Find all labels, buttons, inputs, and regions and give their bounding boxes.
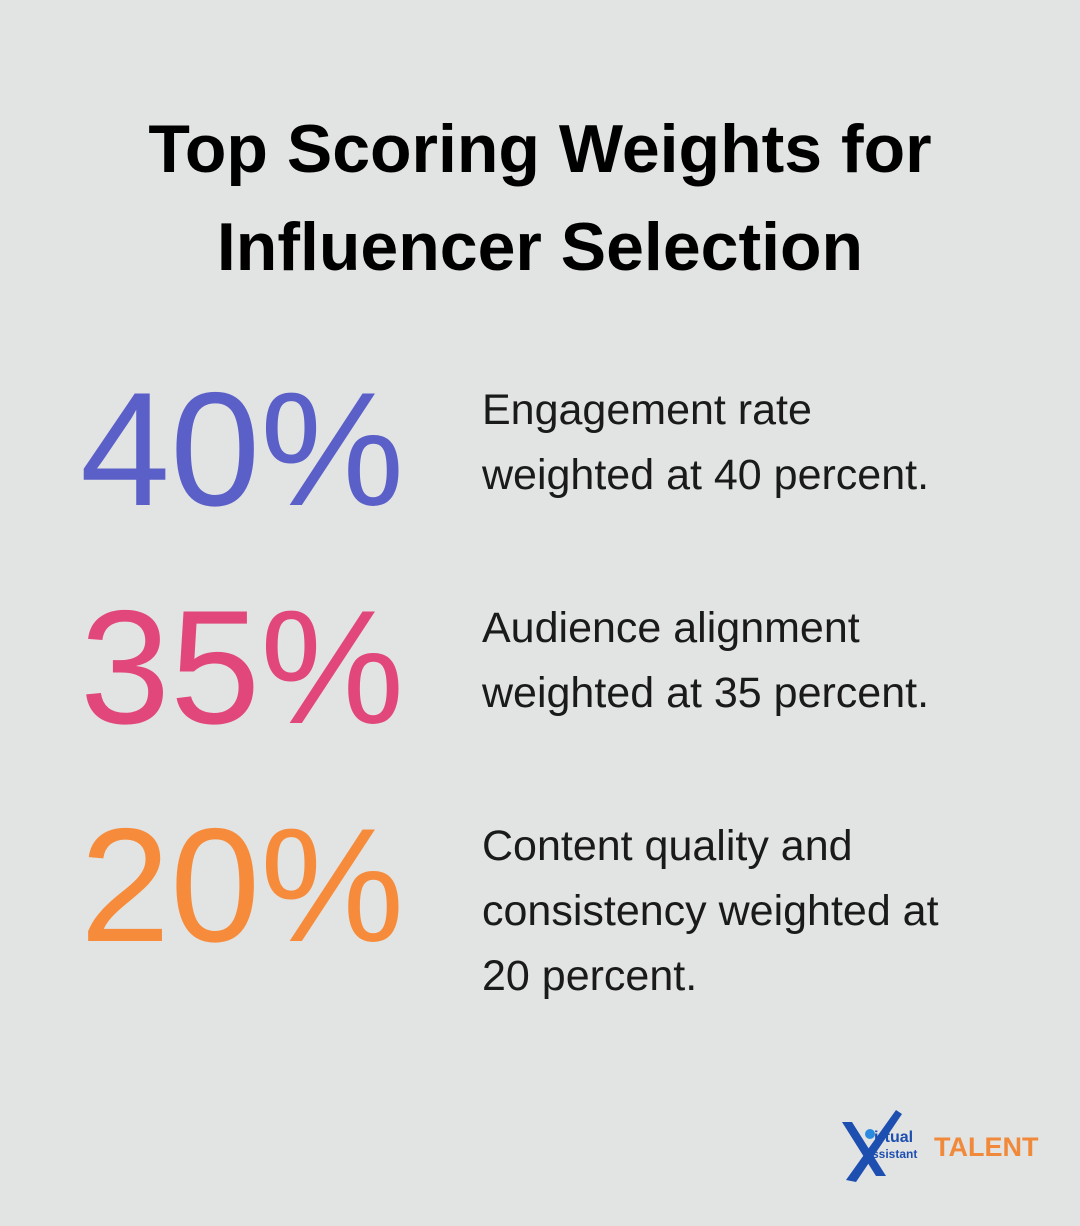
logo-text: ssistant bbox=[872, 1147, 917, 1161]
logo-mark bbox=[842, 1122, 886, 1176]
title: Top Scoring Weights for Influencer Selec… bbox=[0, 100, 1080, 296]
description-line: consistency weighted at bbox=[482, 887, 939, 935]
stat-value: 40% bbox=[80, 359, 405, 540]
stat-description: Engagement rate weighted at 40 percent. bbox=[482, 378, 929, 508]
logo-brand: TALENT bbox=[934, 1132, 1039, 1162]
title-line: Influencer Selection bbox=[216, 209, 864, 285]
stat-description: Audience alignment weighted at 35 percent… bbox=[482, 596, 929, 726]
logo: irtual ssistant TALENT bbox=[842, 1110, 1039, 1182]
logo-text: irtual bbox=[874, 1129, 913, 1146]
description-line: Engagement rate bbox=[482, 386, 812, 434]
title-line: Top Scoring Weights for bbox=[148, 111, 932, 187]
logo-mark bbox=[846, 1110, 902, 1182]
description-line: weighted at 40 percent. bbox=[482, 451, 930, 499]
stat-value: 35% bbox=[80, 577, 405, 758]
description-line: Content quality and bbox=[482, 822, 853, 870]
description-line: 20 percent. bbox=[482, 952, 698, 1000]
description-line: weighted at 35 percent. bbox=[482, 669, 930, 717]
stat-value: 20% bbox=[80, 795, 405, 976]
description-line: Audience alignment bbox=[482, 604, 860, 652]
stat-description: Content quality and consistency weighted … bbox=[482, 814, 939, 1009]
logo-mark bbox=[865, 1129, 875, 1139]
